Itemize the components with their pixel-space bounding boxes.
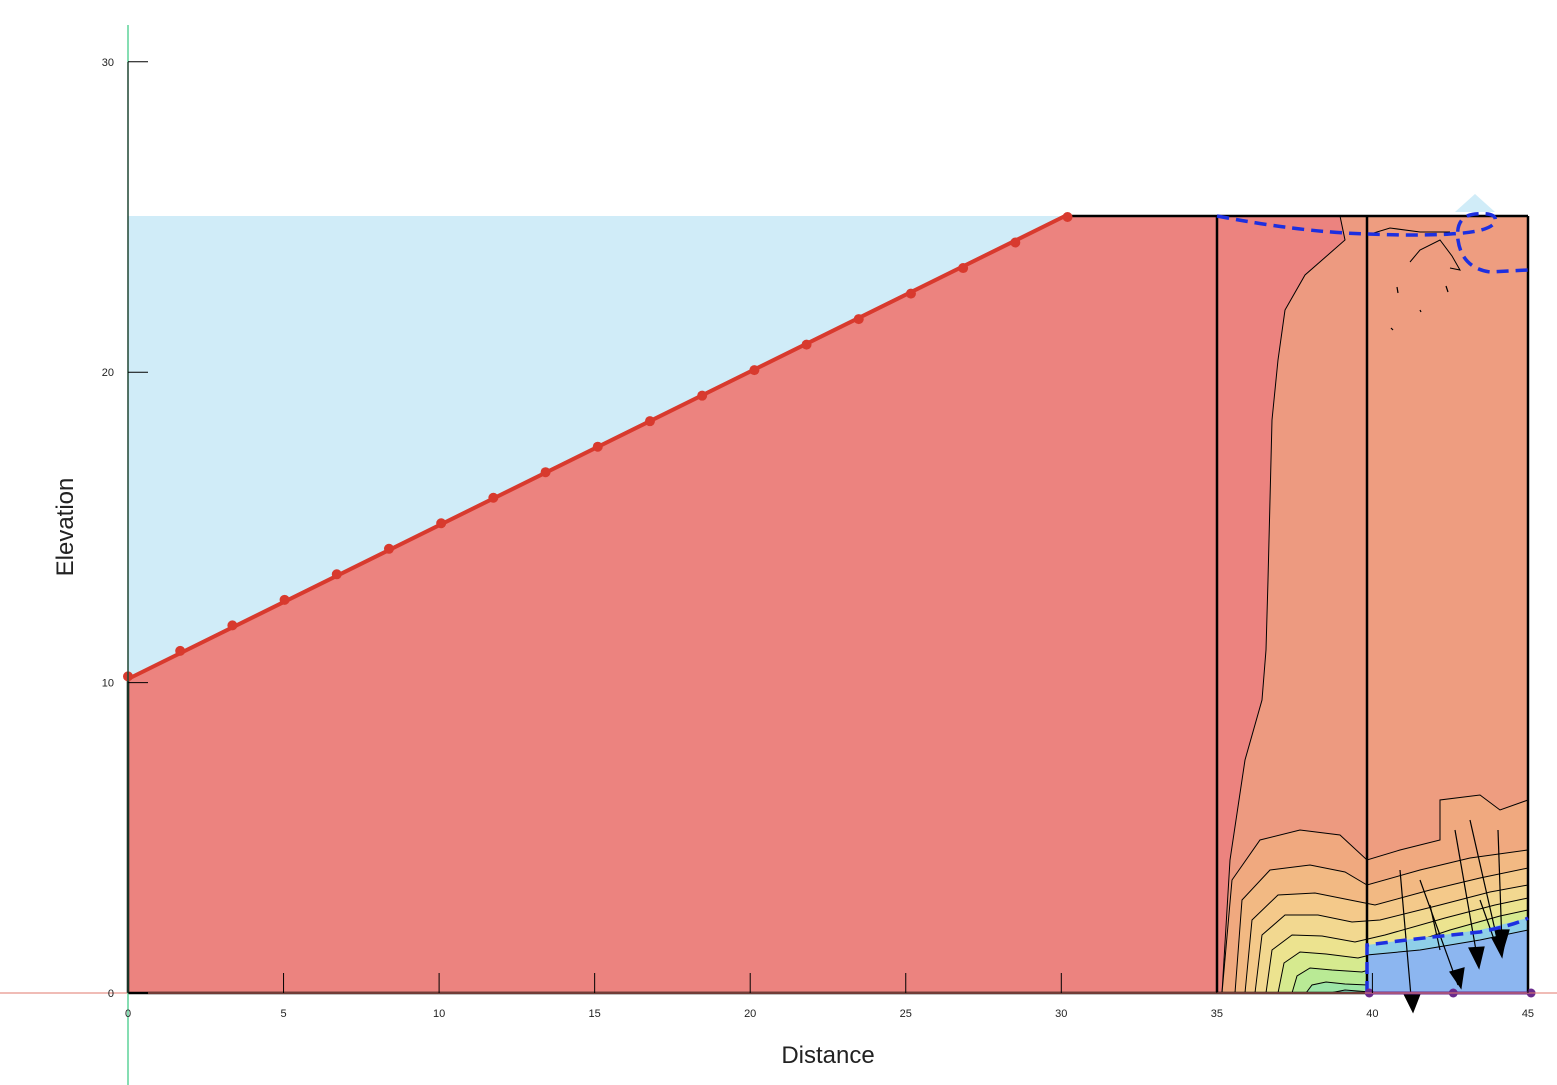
small-marks: [1390, 285, 1449, 331]
top-contours: [1367, 227, 1461, 271]
y-axis-title: Elevation: [52, 478, 79, 577]
y-tick-label: 20: [102, 367, 114, 379]
x-tick-label: 30: [1055, 1008, 1067, 1020]
slope-node: [592, 441, 603, 452]
slope-node: [227, 620, 238, 631]
y-tick-label: 0: [108, 988, 114, 1000]
slope-node: [1010, 237, 1021, 248]
slope-node: [958, 263, 969, 274]
x-tick-label: 15: [589, 1008, 601, 1020]
slope-node: [644, 416, 655, 427]
slope-node: [697, 390, 708, 401]
y-axis-ticks: 0 10 20 30: [102, 57, 148, 1000]
slope-nodes: [123, 212, 1073, 682]
water-mound: [1455, 194, 1495, 212]
slope-soil-region: [128, 216, 1217, 993]
slope-node: [279, 594, 290, 605]
x-tick-label: 35: [1211, 1008, 1223, 1020]
slope-node: [436, 518, 447, 529]
slope-node: [540, 467, 551, 478]
x-tick-label: 40: [1366, 1008, 1378, 1020]
x-tick-label: 45: [1522, 1008, 1534, 1020]
slope-node: [801, 339, 812, 350]
x-tick-label: 5: [280, 1008, 286, 1020]
slope-node: [749, 365, 760, 376]
slope-node: [488, 492, 499, 503]
water-table-lines: [1216, 211, 1529, 993]
x-tick-label: 0: [125, 1008, 131, 1020]
x-tick-label: 25: [900, 1008, 912, 1020]
slope-node: [175, 645, 186, 656]
contour-bands: [1221, 794, 1529, 994]
slope-node: [905, 288, 916, 299]
x-tick-label: 10: [433, 1008, 445, 1020]
middle-high-head-strip: [1217, 216, 1346, 993]
x-axis-title: Distance: [781, 1042, 874, 1069]
y-tick-label: 30: [102, 57, 114, 69]
x-axis-ticks: 0 5 10 15 20 25 30 35 40 45: [125, 973, 1534, 1020]
slope-node: [383, 543, 394, 554]
x-tick-label: 20: [744, 1008, 756, 1020]
slope-node: [853, 314, 864, 325]
y-tick-label: 10: [102, 678, 114, 690]
slope-node: [1062, 212, 1073, 222]
slope-node: [331, 569, 342, 580]
